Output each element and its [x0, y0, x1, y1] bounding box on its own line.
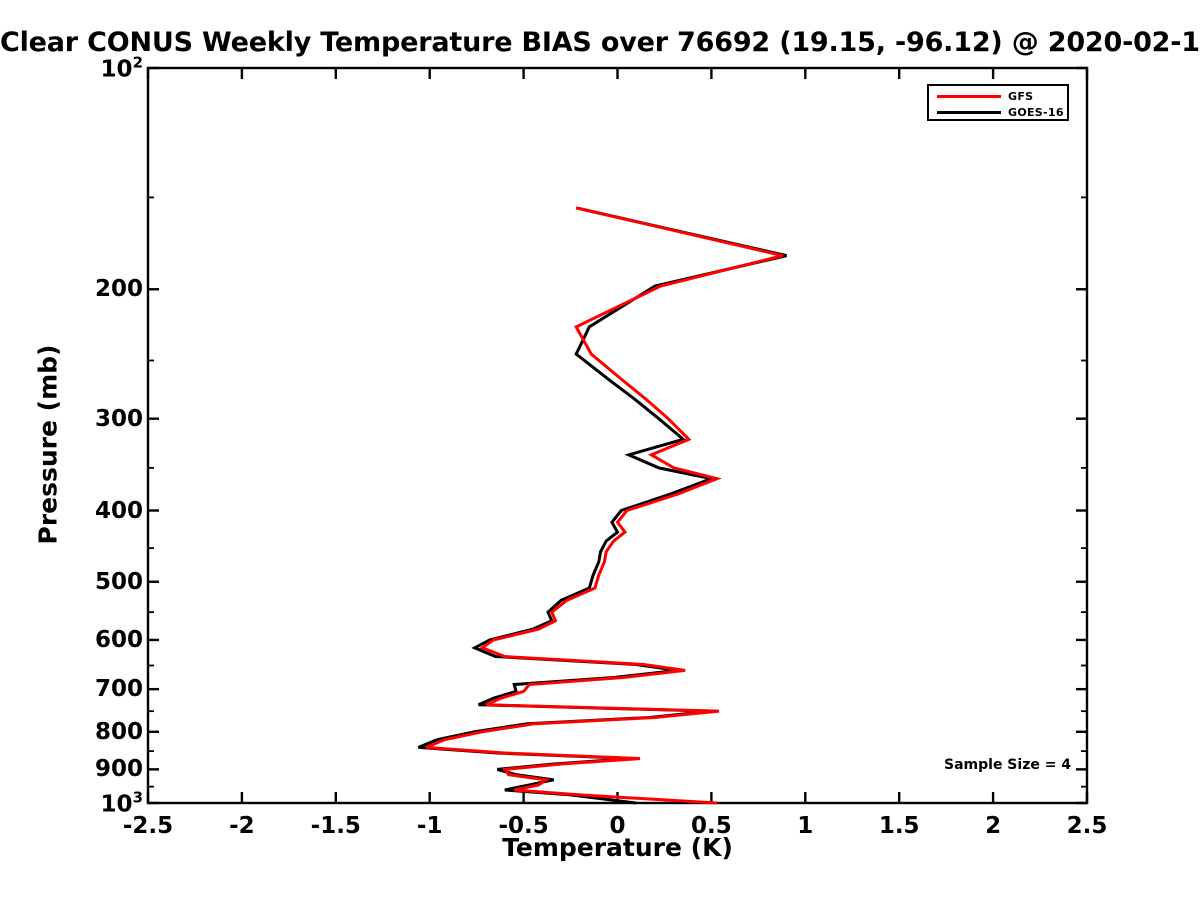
y-tick-label: 600 [94, 626, 143, 653]
y-tick-label: 300 [94, 405, 143, 432]
legend-label-goes16: GOES-16 [1008, 105, 1064, 119]
x-axis-label: Temperature (K) [502, 833, 733, 862]
sample-size-annotation: Sample Size = 4 [944, 757, 1072, 773]
series-line-goes-16 [417, 206, 787, 805]
legend: GFS GOES-16 [927, 84, 1069, 121]
legend-swatch-goes16 [937, 110, 1001, 114]
legend-label-gfs: GFS [1008, 89, 1034, 103]
y-tick-label: 103 [100, 788, 143, 818]
y-tick-label: 102 [100, 53, 143, 83]
x-tick-label: 0.5 [691, 813, 732, 839]
x-tick-label: -0.5 [498, 813, 549, 839]
x-tick-label: -2.5 [122, 813, 174, 839]
x-axis-ticks [146, 68, 1089, 803]
page-title: Clear CONUS Weekly Temperature BIAS over… [0, 27, 1200, 58]
x-tick-label: -1 [416, 813, 443, 839]
x-tick-label: -1.5 [310, 813, 361, 839]
y-axis-ticks [148, 66, 1087, 805]
x-tick-label: 1 [797, 813, 814, 839]
x-tick-label: 1.5 [878, 813, 920, 839]
x-tick-label: -2 [229, 813, 255, 839]
legend-swatch-gfs [937, 94, 1001, 98]
legend-item-gfs: GFS [929, 87, 1067, 105]
x-tick-label: 0 [609, 813, 626, 839]
legend-item-goes16: GOES-16 [929, 103, 1067, 121]
y-axis-label: Pressure (mb) [33, 344, 63, 545]
y-tick-label: 700 [94, 676, 143, 703]
axes-frame [146, 66, 1089, 805]
y-tick-label: 200 [94, 276, 143, 303]
x-tick-label: 2 [985, 813, 1002, 839]
series-line-gfs [425, 206, 784, 805]
y-tick-label: 900 [94, 756, 143, 783]
y-tick-label: 500 [94, 568, 143, 595]
x-tick-label: 2.5 [1066, 813, 1108, 839]
y-tick-label: 400 [94, 497, 143, 524]
y-tick-label: 800 [94, 718, 143, 745]
data-series-group [417, 206, 787, 805]
